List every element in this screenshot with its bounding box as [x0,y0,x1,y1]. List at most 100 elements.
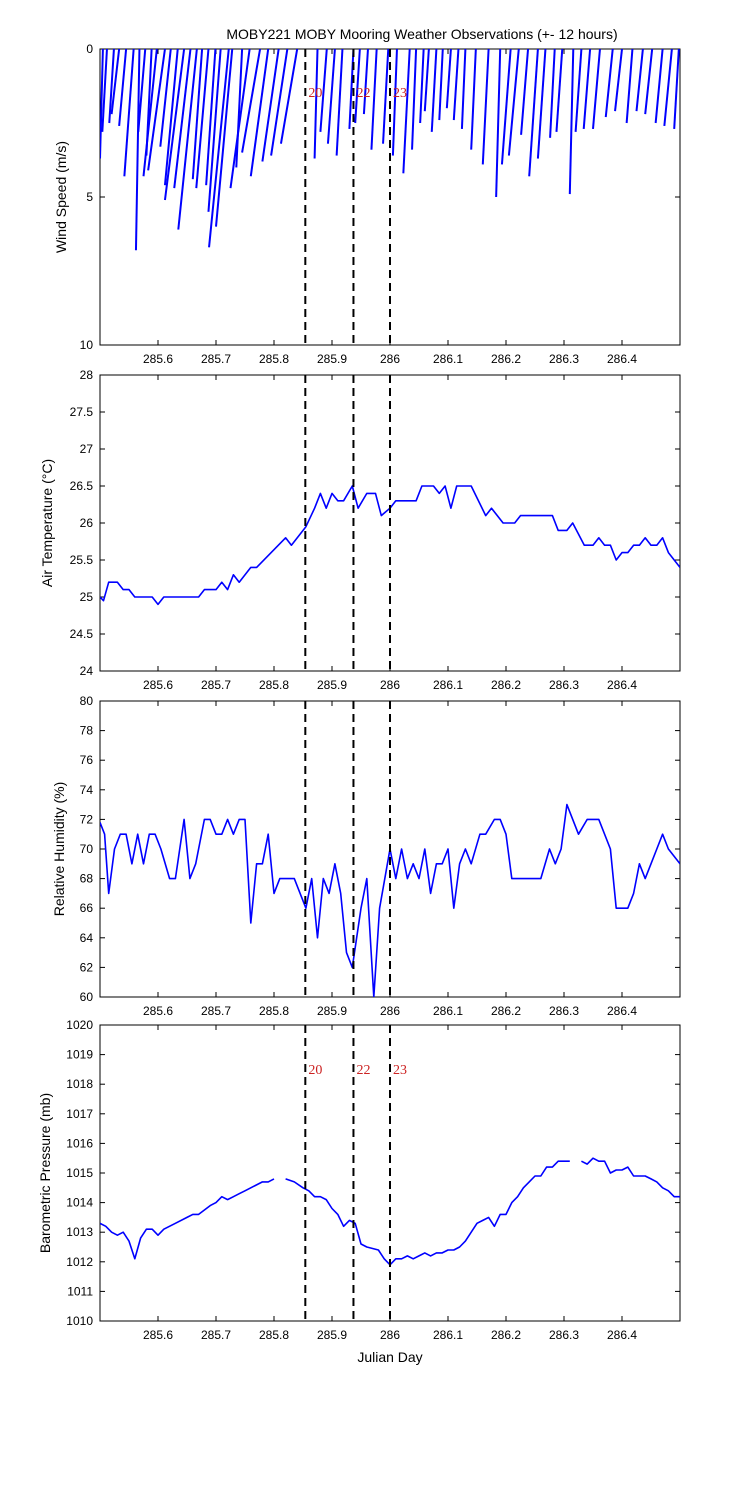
series-line [100,1178,275,1260]
y-tick-label: 1010 [66,1314,93,1328]
wind-vector [568,49,575,195]
wind-vector [423,49,430,112]
wind-vector [118,49,128,127]
y-tick-label: 1017 [66,1107,93,1121]
x-tick-label: 286.4 [607,1004,637,1018]
y-tick-label: 0 [86,42,93,56]
y-tick-label: 1020 [66,1018,93,1032]
y-tick-label: 1013 [66,1225,93,1239]
y-tick-label: 26 [80,516,94,530]
wind-vector [261,49,280,162]
y-tick-label: 10 [80,338,94,352]
x-tick-label: 286.1 [433,1004,463,1018]
figure-title: MOBY221 MOBY Mooring Weather Observation… [226,26,617,42]
wind-vector [123,49,135,177]
y-tick-label: 1016 [66,1136,93,1150]
wind-vector [555,49,564,132]
wind-vector [500,49,512,165]
wind-vector [663,49,673,127]
y-tick-label: 1012 [66,1255,93,1269]
x-tick-label: 286.4 [607,678,637,692]
marker-label: 23 [393,1063,407,1078]
wind-vector [495,49,502,198]
y-tick-label: 5 [86,190,93,204]
wind-vector [460,49,467,129]
wind-vector [635,49,644,112]
wind-vector [101,49,108,132]
wind-vector [536,49,547,159]
x-tick-label: 286.3 [549,1328,579,1342]
wind-vector [604,49,614,118]
series-line [100,803,680,997]
y-tick-label: 28 [80,368,94,382]
wind-vector [163,49,186,201]
y-tick-label: 27 [80,442,94,456]
y-tick-label: 60 [80,990,94,1004]
x-tick-label: 286.2 [491,352,521,366]
wind-vector [159,49,172,147]
x-tick-label: 285.6 [143,1004,173,1018]
y-tick-label: 25.5 [70,553,94,567]
y-tick-label: 24 [80,664,94,678]
y-tick-label: 76 [80,753,94,767]
wind-vector [362,49,369,115]
marker-label: 20 [308,86,322,101]
y-tick-label: 78 [80,724,94,738]
y-tick-label: 74 [80,783,94,797]
wind-vector [625,49,634,124]
wind-vector [108,49,115,124]
wind-vector [430,49,438,132]
x-tick-label: 286.2 [491,678,521,692]
wind-vector [235,49,244,168]
wind-vector [411,49,418,150]
wind-vector [654,49,664,124]
plot-data [100,49,680,251]
x-tick-label: 285.6 [143,1328,173,1342]
y-axis-title: Barometric Pressure (mb) [37,1093,53,1253]
wind-vector [270,49,289,156]
y-tick-label: 68 [80,872,94,886]
wind-vector [644,49,654,115]
wind-vector [173,49,192,189]
wind-vector [100,49,104,159]
panel-3: 285.6 285.7 285.8 285.9 286 286.1 286.2 286.3 28… [51,694,681,1018]
wind-vector [470,49,477,150]
y-tick-label: 1015 [66,1166,93,1180]
wind-vector [419,49,425,124]
wind-vector [370,49,378,150]
y-tick-label: 1018 [66,1077,93,1091]
wind-vector [279,49,299,144]
y-tick-label: 62 [80,960,94,974]
plot-data [100,485,680,606]
y-axis-title: Air Temperature (°C) [39,459,55,587]
x-tick-label: 286.3 [549,352,579,366]
marker-label: 20 [308,1063,322,1078]
y-tick-label: 25 [80,590,94,604]
x-tick-label: 286.3 [549,678,579,692]
wind-vector [142,49,158,177]
wind-vector [326,49,336,144]
y-tick-label: 70 [80,842,94,856]
y-tick-label: 24.5 [70,627,94,641]
wind-vector [110,49,121,115]
series-line [100,485,680,606]
wind-vector [592,49,601,130]
y-tick-label: 27.5 [70,405,94,419]
x-tick-label: 286 [380,352,400,366]
y-tick-label: 64 [80,931,94,945]
y-axis-title: Relative Humidity (%) [51,782,67,917]
wind-vector [582,49,592,129]
y-tick-label: 80 [80,694,94,708]
wind-vector [614,49,623,112]
wind-vector [134,49,141,251]
x-tick-label: 285.8 [259,678,289,692]
x-tick-label: 285.9 [317,678,347,692]
panel-4: 285.6 285.7 285.8 285.9 286 286.1 286.2 286.3 28… [37,1018,681,1342]
y-tick-label: 1011 [67,1284,93,1298]
x-tick-label: 285.9 [317,1328,347,1342]
wind-vector [574,49,583,132]
marker-label: 22 [356,86,370,101]
wind-vector [207,49,222,212]
x-tick-label: 286.4 [607,1328,637,1342]
